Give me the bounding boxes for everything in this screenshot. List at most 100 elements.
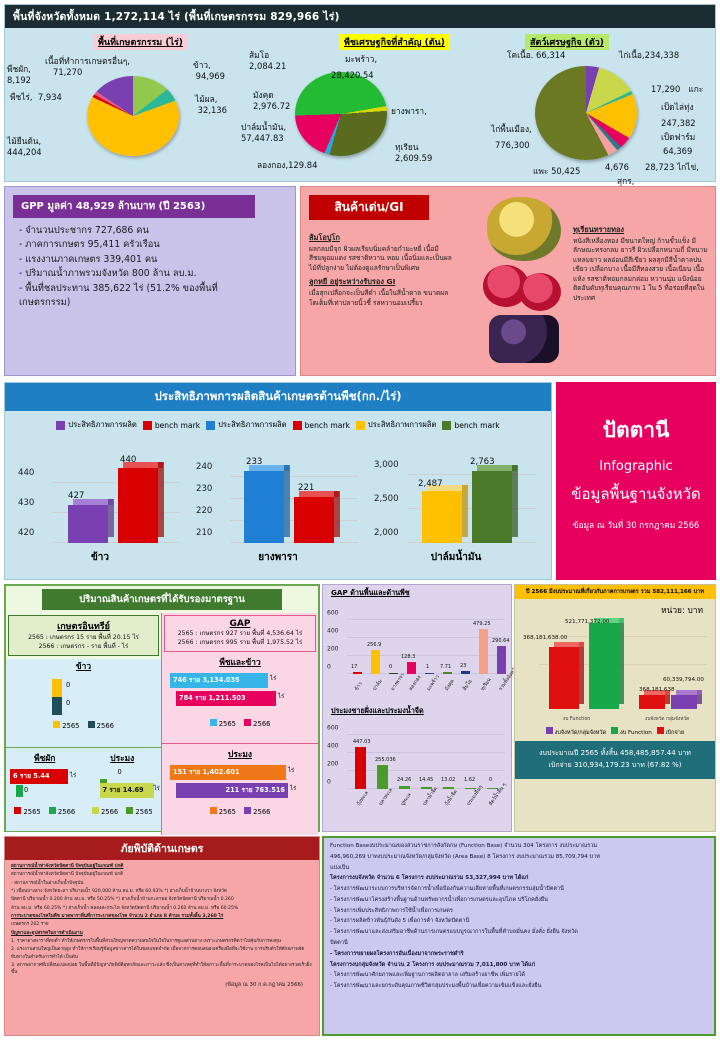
- legend-swatch-red: [142, 420, 152, 430]
- disaster-body: สถานการณ์น้ำท่าจังหวัดปัตตานี ปัจจุบันอย…: [5, 860, 319, 992]
- value-rice-efficiency: 427: [68, 491, 85, 501]
- organic-box: เกษตรอินทรีย์ 2565 : เกษตรกร 15 ราย พื้น…: [8, 615, 159, 656]
- rice-value-1: 0: [66, 680, 71, 689]
- legend-item: งบ Function: [611, 727, 652, 737]
- legend-swatch: [656, 727, 664, 734]
- ytick: 230: [196, 484, 213, 494]
- gap-chart-2: 0 200 400 600 447.03 255.036 24.26 14.45…: [327, 719, 508, 811]
- gap-xlabel: ปาล์ม: [371, 678, 384, 693]
- disaster-line: 1. ราคายางพาราที่ตกต่ำ ทำให้เกษตรกรในพื้…: [11, 939, 281, 945]
- fb-line: - โครงการพัฒนาและส่งเสริมอาชีพด้านการเกษ…: [330, 929, 578, 936]
- fb-line: - โครงการพัฒนาระบบการบริหารจัดการน้ำเพื่…: [330, 886, 564, 893]
- legend-label: 2566: [253, 719, 271, 728]
- veg-value-2: 0: [24, 785, 29, 794]
- durian-image: [487, 197, 561, 261]
- legend-swatch: [87, 720, 95, 728]
- budget-value-province: 60,339,794.00: [663, 677, 704, 683]
- chart-rubber: 210 220 230 240 233 221 ยางพารา: [194, 437, 362, 565]
- fish-xlabel: ปลาทะเล: [377, 787, 395, 808]
- budget-section: ปี 2566 มีงบประมาณที่เกี่ยวกับภาคการเกษต…: [514, 584, 716, 832]
- fishery-small-title: ประมง: [110, 752, 135, 763]
- value-rubber-benchmark: 221: [298, 483, 315, 493]
- efficiency-section: ประสิทธิภาพการผลิตสินค้าเกษตรด้านพืช(กก.…: [4, 382, 552, 580]
- pie3-label-freeduck: เป็ดไล่ทุ่ง: [661, 102, 694, 112]
- legend-item: ประสิทธิภาพการผลิต: [56, 419, 137, 431]
- bar-fishery-2565: 151 ราย 1,402.601: [170, 764, 286, 780]
- gap-xlabel: มังคุด: [443, 678, 456, 693]
- gap-row-2565: 2565 : เกษตรกร 927 ราย พื้นที่ 4,536.64 …: [177, 630, 303, 637]
- ytick: 3,000: [374, 460, 399, 470]
- bar-fishery-small-2566: 7 ราย 14.69: [99, 782, 154, 798]
- standards-section: ปริมาณสินค้าเกษตรที่ได้รับรองมาตรฐาน เกษ…: [4, 584, 320, 835]
- subtitle: ข้อมูลพื้นฐานจังหวัด: [571, 485, 701, 503]
- pie2-label-longkong: ลองกอง,129.84: [257, 160, 318, 170]
- fb-line: โครงการงบกลุ่มจังหวัด จำนวน 2 โครงการ งบ…: [330, 961, 536, 968]
- gap-bar-rubber: [389, 673, 398, 674]
- fish-value-shrimp: 447.03: [353, 739, 371, 745]
- fish-bar-aquatic: [487, 788, 498, 789]
- veg-title: พืชผัก: [34, 752, 56, 763]
- gap-row-2566: 2566 : เกษตรกร 995 ราย พื้นที่ 1,975.52 …: [177, 639, 303, 647]
- budget-xlabel-province: งบจังหวัด กลุ่มจังหวัด: [645, 717, 690, 722]
- gap-box: GAP 2565 : เกษตรกร 927 ราย พื้นที่ 4,536…: [164, 615, 316, 652]
- pie2-label-durian: ทุเรียน 2,609.59: [395, 142, 433, 163]
- pie3-label-nativechicken: ไก่พื้นเมือง,: [491, 124, 532, 134]
- disaster-source: (ข้อมูล ณ 30 ก.ค.กฎาคม 2566): [225, 981, 303, 988]
- bar-fishery-2566: 211 ราย 763.516: [176, 782, 288, 798]
- fish-value-seafish: 255.036: [375, 757, 396, 763]
- rice-title: ข้าว: [75, 660, 92, 671]
- legend-swatch: [53, 720, 61, 728]
- legend-item: 2565: [14, 806, 41, 816]
- budget-legend: งบจังหวัด/กลุ่มจังหวัด งบ Function เบิกจ…: [515, 727, 715, 737]
- legend-label: 2565: [218, 719, 236, 728]
- legend-item: ประสิทธิภาพการผลิต: [355, 419, 436, 431]
- fishery-big-legend: 2565 2566: [162, 806, 318, 816]
- gap-bar-palm: [371, 650, 380, 674]
- gap-xlabel: ลองกอง: [407, 674, 423, 693]
- gap-value-mangosteen: 7.71: [440, 664, 452, 670]
- efficiency-charts: 420 430 440 427 440 ข้าว 210 220: [5, 433, 551, 565]
- data-date: ข้อมูล ณ วันที่ 30 กรกฎาคม 2566: [572, 520, 700, 530]
- legend-item: bench mark: [142, 419, 200, 431]
- pie1-label-vegetable: พืชผัก, 8,192: [7, 64, 31, 85]
- budget-header: ปี 2566 มีงบประมาณที่เกี่ยวกับภาคการเกษต…: [515, 585, 715, 599]
- pie3-label-farmduck: เป็ดฟาร์ม: [661, 132, 696, 142]
- rice-legend: 2565 2566: [6, 720, 161, 730]
- legend-swatch: [126, 806, 134, 814]
- pie1-label-rice: ข้าว, 94,969: [193, 60, 225, 81]
- legend-item: เบิกจ่าย: [656, 727, 684, 737]
- ytick: 0: [327, 778, 331, 786]
- efficiency-legend: ประสิทธิภาพการผลิต bench mark ประสิทธิภา…: [5, 411, 551, 433]
- fish-bar-other: [465, 788, 476, 789]
- gap-xlabel: มะพร้าว: [425, 674, 441, 693]
- value-rice-benchmark: 440: [120, 455, 137, 465]
- pie3-label-goat: แพะ 50,425: [533, 166, 581, 176]
- bar-palm-benchmark: [472, 465, 518, 543]
- standards-organic-column: เกษตรอินทรีย์ 2565 : เกษตรกร 15 ราย พื้น…: [6, 613, 162, 835]
- ytick: 600: [327, 609, 339, 617]
- gap-bar-pomelo: [461, 671, 470, 674]
- province-name: ปัตตานี: [602, 418, 670, 442]
- legend-item: 2565: [209, 806, 236, 816]
- legend-swatch-red-2: [292, 420, 302, 430]
- gpp-item: - พื้นที่ชลประทาน 385,622 ไร่ (51.2% ของ…: [19, 282, 218, 294]
- legend-item: 2566: [91, 806, 118, 816]
- disaster-line: เกษตรกร 202 ราย: [11, 922, 49, 928]
- gi-section: สินค้าเด่น/GI ส้มโอปูโก ผลกลมมีจุก ผิวผล…: [300, 186, 716, 376]
- legend-label: ประสิทธิภาพการผลิต: [218, 420, 287, 429]
- budget-unit: หน่วย: บาท: [661, 605, 703, 615]
- fb-line: 496,960,269 บาทงบประมาณจังหวัด/กลุ่มจังห…: [330, 853, 600, 860]
- gap-bar-total: [497, 646, 506, 674]
- ytick: 440: [18, 468, 35, 478]
- legend-label: ประสิทธิภาพการผลิต: [68, 420, 137, 429]
- fb-line: ปัตตานี: [330, 940, 348, 947]
- bar-plantrice-2565-label: 746 ราย 3,134.035: [173, 675, 240, 684]
- legend-swatch: [611, 727, 619, 734]
- disaster-line: สถานการณ์น้ำท่าจังหวัดปัตตานี ปัจจุบันอย…: [11, 872, 124, 878]
- veg-legend: 2565 2566: [6, 806, 84, 816]
- legend-swatch-yellow: [355, 420, 365, 430]
- ytick: 400: [327, 627, 339, 635]
- pie3-label-freeduck-value: 247,382: [661, 118, 696, 128]
- ytick: 400: [327, 742, 339, 750]
- pie1-caption: พื้นที่เกษตรกรรม (ไร่): [93, 34, 188, 50]
